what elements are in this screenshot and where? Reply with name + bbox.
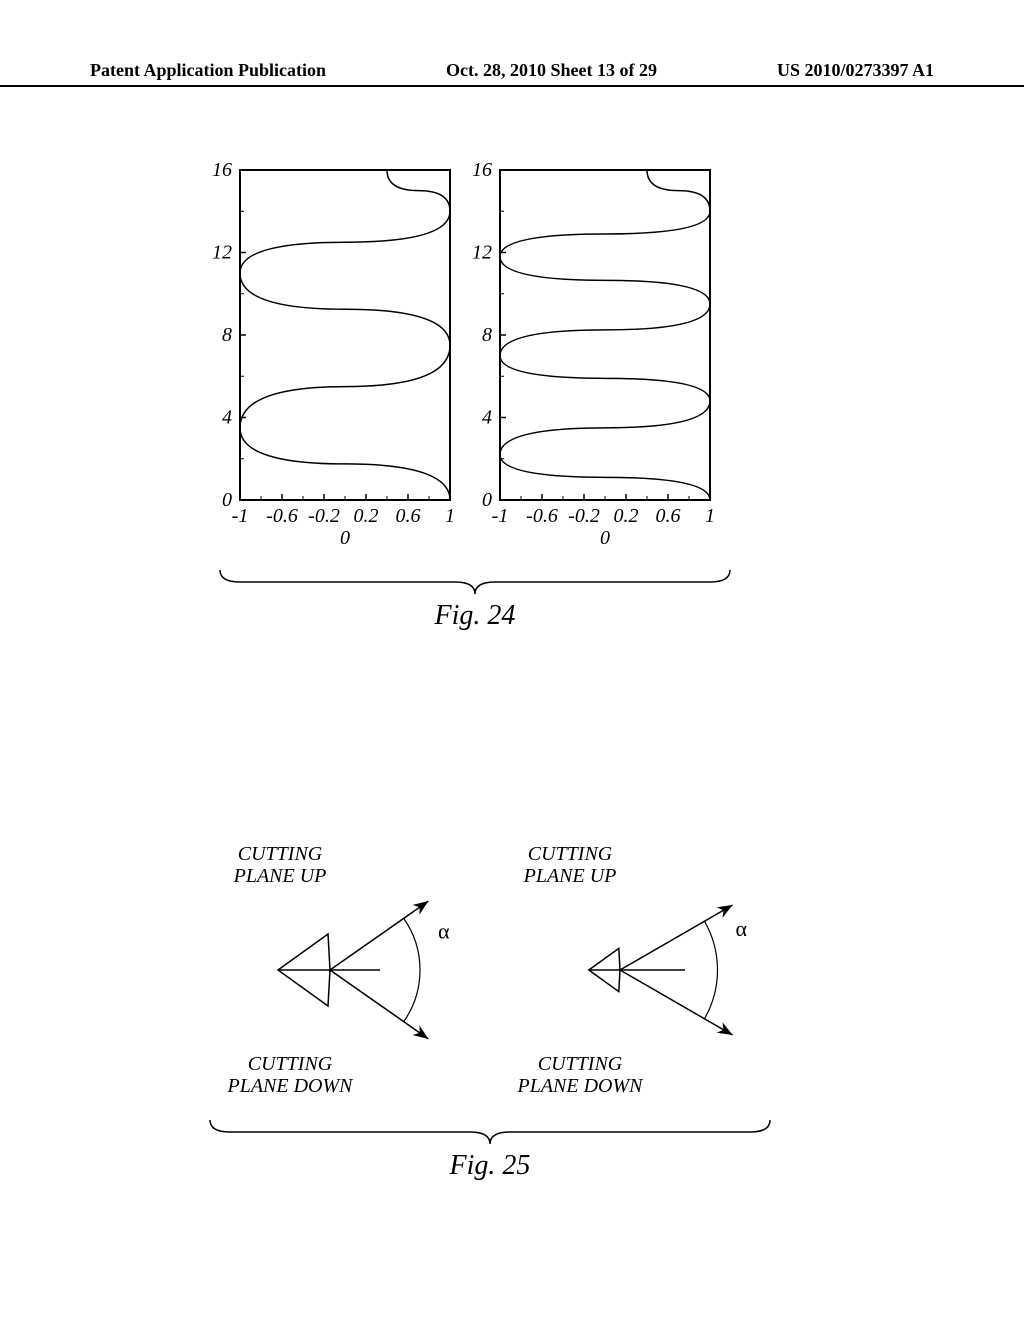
svg-text:Fig. 24: Fig. 24 [434, 600, 516, 630]
svg-text:16: 16 [472, 159, 492, 181]
svg-text:0.2: 0.2 [354, 505, 379, 527]
svg-text:12: 12 [212, 242, 232, 264]
svg-text:PLANE DOWN: PLANE DOWN [517, 1075, 645, 1097]
svg-text:0: 0 [340, 527, 350, 549]
svg-text:0: 0 [222, 489, 232, 511]
svg-text:4: 4 [222, 407, 232, 429]
header-right: US 2010/0273397 A1 [777, 60, 934, 81]
svg-text:-0.2: -0.2 [308, 505, 340, 527]
svg-text:Fig. 25: Fig. 25 [449, 1150, 531, 1181]
svg-text:0: 0 [600, 527, 610, 549]
svg-text:-1: -1 [232, 505, 249, 527]
svg-text:1: 1 [445, 505, 455, 527]
svg-text:α: α [438, 919, 450, 944]
svg-text:CUTTING: CUTTING [538, 1053, 623, 1075]
svg-text:PLANE DOWN: PLANE DOWN [227, 1075, 355, 1097]
header-left: Patent Application Publication [90, 60, 326, 81]
svg-text:16: 16 [212, 159, 232, 181]
fig24-svg: 0 4 8 12 16 -1 -0.6 -0.2 0.2 0.6 1 0 0 4 8 12 16 -1 -0.6 -0… [0, 150, 1024, 630]
svg-text:CUTTING: CUTTING [248, 1053, 333, 1075]
svg-text:0: 0 [482, 489, 492, 511]
svg-text:PLANE UP: PLANE UP [233, 865, 327, 887]
svg-text:-0.6: -0.6 [526, 505, 558, 527]
figure-24: 0 4 8 12 16 -1 -0.6 -0.2 0.2 0.6 1 0 0 4 8 12 16 -1 -0.6 -0… [0, 150, 1024, 630]
svg-text:0.6: 0.6 [656, 505, 681, 527]
svg-text:8: 8 [222, 324, 232, 346]
svg-text:1: 1 [705, 505, 715, 527]
svg-text:-1: -1 [492, 505, 509, 527]
svg-text:-0.2: -0.2 [568, 505, 600, 527]
svg-text:-0.6: -0.6 [266, 505, 298, 527]
svg-text:α: α [736, 916, 748, 941]
header-center: Oct. 28, 2010 Sheet 13 of 29 [446, 60, 657, 81]
figure-25: αCUTTINGPLANE UPCUTTINGPLANE DOWNαCUTTIN… [0, 780, 1024, 1200]
svg-text:PLANE UP: PLANE UP [523, 865, 617, 887]
svg-text:12: 12 [472, 242, 492, 264]
svg-text:4: 4 [482, 407, 492, 429]
svg-text:CUTTING: CUTTING [238, 843, 323, 865]
svg-text:0.2: 0.2 [614, 505, 639, 527]
page-header: Patent Application Publication Oct. 28, … [0, 60, 1024, 87]
svg-text:8: 8 [482, 324, 492, 346]
fig25-svg: αCUTTINGPLANE UPCUTTINGPLANE DOWNαCUTTIN… [0, 780, 1024, 1200]
svg-text:CUTTING: CUTTING [528, 843, 613, 865]
svg-text:0.6: 0.6 [396, 505, 421, 527]
